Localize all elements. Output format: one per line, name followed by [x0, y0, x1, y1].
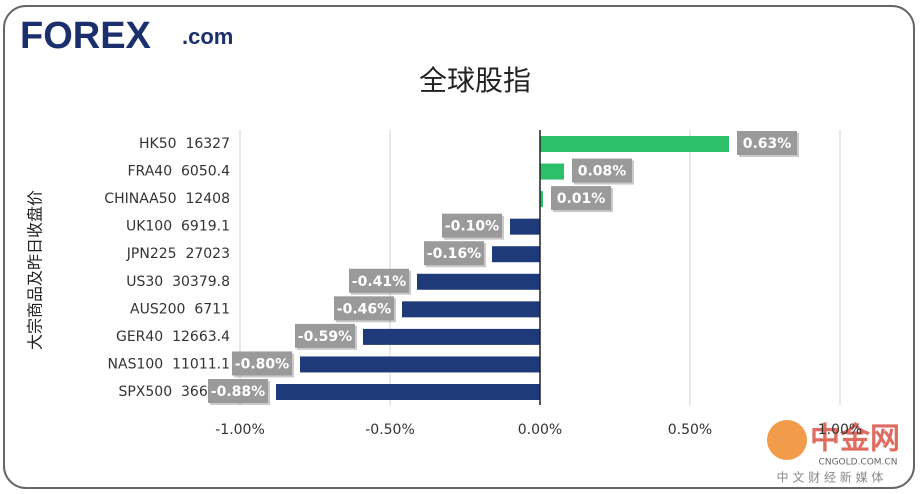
- bar: [402, 301, 540, 318]
- category-label: NAS100 11011.1: [108, 356, 230, 372]
- x-tick-label: -0.50%: [365, 422, 415, 438]
- category-label: HK50 16327: [139, 136, 230, 152]
- y-axis-label: 大宗商品及昨日收盘价: [26, 190, 45, 350]
- category-label: US30 30379.8: [126, 274, 230, 290]
- bar: [363, 328, 540, 345]
- value-label: -0.41%: [352, 274, 406, 290]
- bar: [300, 356, 540, 373]
- bar: [276, 384, 540, 400]
- value-label-box: [424, 241, 484, 266]
- value-label: -0.16%: [427, 246, 481, 262]
- category-label: FRA40 6050.4: [128, 164, 231, 180]
- x-tick-label: 0.00%: [518, 422, 562, 438]
- bar: [510, 218, 540, 235]
- x-tick-label: 1.00%: [818, 422, 862, 438]
- value-label-box: [349, 268, 409, 293]
- value-label-box: [295, 323, 355, 348]
- bar: [492, 246, 540, 263]
- value-label-box: [737, 131, 797, 155]
- value-label-box: [232, 351, 292, 376]
- value-label-box: [572, 158, 632, 183]
- bar: [540, 136, 729, 152]
- value-label-box: [551, 186, 611, 211]
- value-label: 0.01%: [557, 191, 606, 207]
- value-label: -0.80%: [235, 356, 289, 372]
- category-label: AUS200 6711: [130, 301, 230, 317]
- watermark-icon: [767, 420, 807, 460]
- watermark-site: CNGOLD.COM.CN: [819, 458, 898, 468]
- bar: [417, 273, 540, 290]
- value-label: 0.08%: [578, 164, 627, 180]
- value-label-box: [208, 379, 268, 403]
- x-tick-label: 0.50%: [668, 422, 712, 438]
- value-label-box: [334, 296, 394, 321]
- category-label: GER40 12663.4: [116, 329, 230, 345]
- logo-name: FOREX: [20, 15, 152, 57]
- logo-suffix: .com: [182, 24, 233, 49]
- watermark-slogan: 中 文 财 经 新 媒 体: [777, 470, 884, 485]
- chart-title: 全球股指: [419, 64, 531, 97]
- value-label: -0.46%: [337, 301, 391, 317]
- value-label: 0.63%: [743, 136, 792, 152]
- value-label: -0.10%: [445, 219, 499, 235]
- watermark-name: 中金网: [810, 422, 900, 457]
- category-label: CHINAA50 12408: [104, 191, 230, 207]
- category-label: JPN225 27023: [126, 246, 230, 262]
- value-label-box: [442, 213, 502, 238]
- x-tick-label: -1.00%: [215, 422, 265, 438]
- value-label: -0.88%: [211, 384, 265, 400]
- category-label: UK100 6919.1: [126, 219, 230, 235]
- category-label: SPX500 3665.7: [118, 384, 230, 400]
- bar: [540, 163, 564, 180]
- bar: [540, 191, 543, 208]
- value-label: -0.59%: [298, 329, 352, 345]
